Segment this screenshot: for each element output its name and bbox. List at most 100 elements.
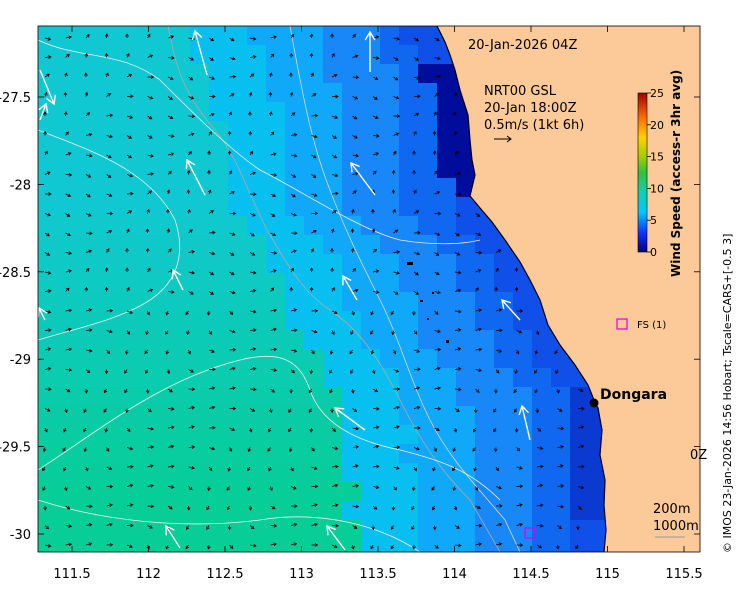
grid-cell bbox=[133, 45, 153, 65]
grid-cell bbox=[285, 482, 305, 502]
wind-arrow bbox=[188, 291, 194, 295]
wind-arrow bbox=[311, 113, 319, 118]
x-tick-label: 115 bbox=[595, 567, 620, 582]
wind-arrow bbox=[147, 504, 155, 509]
grid-cell bbox=[266, 178, 286, 198]
wind-arrow bbox=[85, 522, 93, 527]
grid-cell bbox=[95, 330, 115, 350]
grid-cell bbox=[57, 501, 77, 521]
grid-cell bbox=[228, 444, 248, 464]
wind-arrow bbox=[309, 286, 314, 292]
wind-arrow bbox=[147, 525, 153, 529]
grid-cell bbox=[190, 501, 210, 521]
grid-cell bbox=[114, 368, 134, 388]
wind-arrow bbox=[475, 388, 480, 393]
wind-arrow bbox=[208, 386, 216, 390]
wind-arrow bbox=[188, 466, 195, 470]
grid-cell bbox=[513, 387, 533, 407]
grid-cell bbox=[304, 159, 324, 179]
wind-arrow bbox=[188, 486, 193, 491]
grid-cell bbox=[133, 254, 153, 274]
grid-cell bbox=[209, 83, 229, 103]
grid-cell bbox=[114, 292, 134, 312]
grid-cell bbox=[95, 102, 115, 122]
wind-arrow bbox=[412, 150, 416, 156]
wind-arrow bbox=[145, 388, 150, 394]
wind-arrow bbox=[85, 33, 90, 39]
wind-arrow bbox=[432, 150, 437, 156]
grid-cell bbox=[247, 64, 267, 84]
grid-cell bbox=[95, 64, 115, 84]
grid-cell bbox=[209, 387, 229, 407]
grid-cell bbox=[361, 368, 381, 388]
wind-arrow bbox=[83, 427, 87, 433]
wind-arrow bbox=[104, 52, 109, 58]
wind-arrow bbox=[475, 505, 481, 510]
grid-cell bbox=[266, 26, 286, 46]
wind-arrow bbox=[309, 33, 314, 39]
wind-arrow bbox=[452, 486, 457, 492]
wind-arrow bbox=[208, 271, 215, 276]
grid-cell bbox=[266, 463, 286, 483]
grid-cell bbox=[114, 330, 134, 350]
grid-cell bbox=[209, 216, 229, 236]
wind-arrow bbox=[145, 330, 149, 336]
grid-cell bbox=[513, 520, 533, 540]
wind-arrow bbox=[126, 52, 130, 58]
wind-arrow bbox=[167, 56, 175, 60]
wind-arrow bbox=[311, 174, 317, 178]
wind-arrow bbox=[270, 173, 278, 177]
grid-cell bbox=[418, 444, 438, 464]
wind-arrow bbox=[166, 208, 170, 214]
grid-cell bbox=[38, 26, 58, 46]
grid-cell bbox=[133, 216, 153, 236]
grid-cell bbox=[399, 121, 419, 141]
wind-arrow bbox=[329, 349, 334, 355]
grid-cell bbox=[114, 482, 134, 502]
wind-arrow bbox=[393, 405, 400, 410]
wind-arrow bbox=[331, 210, 337, 214]
wind-arrow bbox=[475, 347, 483, 352]
wind-arrow bbox=[475, 327, 482, 332]
grid-cell bbox=[247, 273, 267, 293]
grid-cell bbox=[76, 254, 96, 274]
wind-arrow bbox=[352, 190, 357, 195]
wind-arrow bbox=[390, 544, 394, 550]
wind-arrow bbox=[270, 232, 277, 237]
grid-cell bbox=[342, 178, 362, 198]
grid-cell bbox=[171, 349, 191, 369]
grid-cell bbox=[95, 349, 115, 369]
grid-cell bbox=[361, 425, 381, 445]
grid-cell bbox=[95, 292, 115, 312]
grid-cell bbox=[456, 425, 476, 445]
grid-cell bbox=[532, 520, 552, 540]
wind-arrow bbox=[44, 55, 52, 59]
grid-cell bbox=[323, 254, 343, 274]
grid-cell bbox=[418, 235, 438, 255]
grid-cell bbox=[76, 330, 96, 350]
wind-arrow bbox=[147, 75, 155, 79]
grid-cell bbox=[380, 159, 400, 179]
grid-cell bbox=[323, 159, 343, 179]
wind-arrow-large bbox=[39, 69, 57, 106]
wind-arrow bbox=[207, 150, 211, 156]
grid-cell bbox=[152, 501, 172, 521]
grid-cell bbox=[361, 159, 381, 179]
grid-cell bbox=[95, 444, 115, 464]
wind-arrow bbox=[289, 91, 294, 97]
wind-arrow bbox=[288, 427, 292, 433]
legend-model: NRT00 GSL bbox=[484, 84, 557, 99]
wind-arrow bbox=[124, 349, 129, 355]
grid-cell bbox=[494, 425, 514, 445]
grid-cell bbox=[114, 102, 134, 122]
grid-cell bbox=[399, 425, 419, 445]
wind-arrow bbox=[125, 33, 129, 39]
wind-arrow bbox=[44, 408, 51, 412]
wind-arrow bbox=[165, 544, 169, 550]
grid-cell bbox=[418, 368, 438, 388]
grid-cell bbox=[228, 463, 248, 483]
grid-cell bbox=[532, 425, 552, 445]
wind-arrow bbox=[290, 349, 298, 353]
coastline bbox=[436, 26, 607, 552]
wind-arrow bbox=[311, 466, 318, 470]
